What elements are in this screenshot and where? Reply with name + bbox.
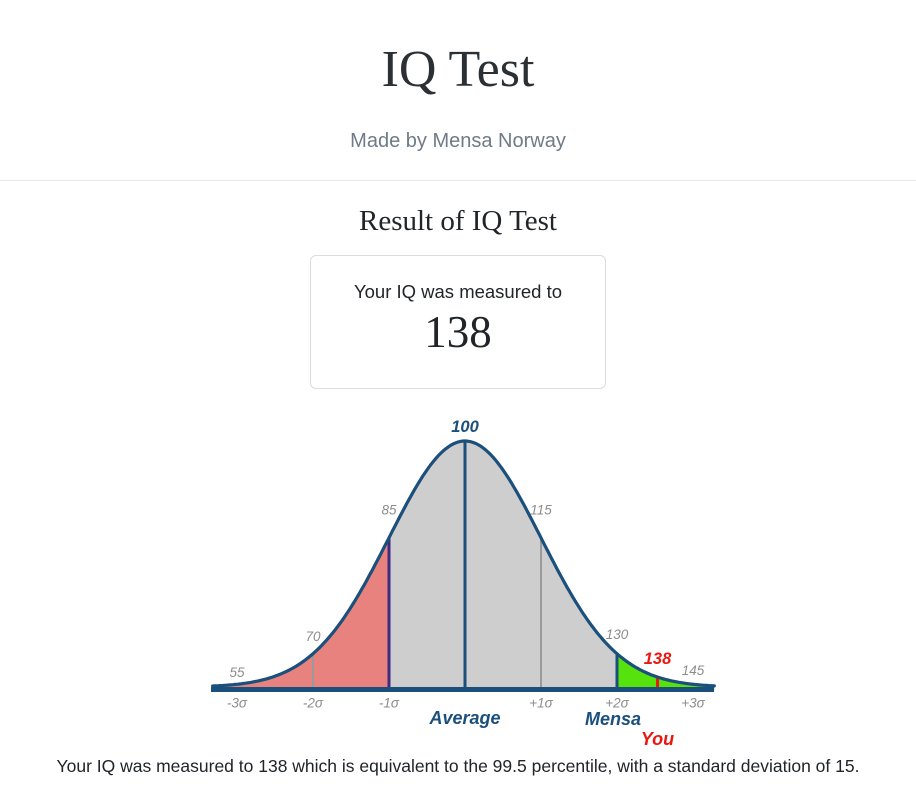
curve-label-115: 115 — [530, 502, 552, 517]
curve-label-145: 145 — [682, 663, 705, 678]
axis-tick-+1σ: +1σ — [529, 695, 553, 710]
curve-label-85: 85 — [381, 502, 397, 517]
bell-curve-line — [211, 439, 716, 688]
result-heading: Result of IQ Test — [358, 204, 557, 237]
page-header: IQ Test Made by Mensa Norway — [0, 0, 916, 181]
region-below-average — [212, 537, 389, 690]
axis-tick--3σ: -3σ — [227, 695, 248, 710]
annotation-mensa: Mensa — [585, 709, 641, 729]
axis-tick-+3σ: +3σ — [681, 695, 705, 710]
annotation-average: Average — [428, 708, 500, 728]
curve-label-100: 100 — [451, 418, 479, 436]
annotation-you: You — [641, 729, 674, 749]
curve-label-70: 70 — [305, 629, 321, 644]
result-card: Your IQ was measured to 138 — [310, 254, 606, 389]
result-section: Result of IQ Test Your IQ was measured t… — [0, 205, 916, 777]
curve-label-55: 55 — [229, 665, 245, 680]
page-subtitle: Made by Mensa Norway — [350, 129, 566, 152]
region-average — [389, 440, 617, 690]
bell-curve-chart: 55 70 85 100 115 130 138 145 -3σ -2σ -1σ +1σ +2σ +3σ A… — [211, 418, 716, 749]
page-title: IQ Test — [381, 41, 535, 98]
axis-tick--2σ: -2σ — [303, 695, 324, 710]
result-summary: Your IQ was measured to 138 which is equ… — [56, 755, 860, 776]
curve-label-138: 138 — [644, 650, 672, 668]
axis-tick--1σ: -1σ — [379, 695, 400, 710]
region-mensa — [617, 653, 715, 690]
curve-label-130: 130 — [606, 627, 629, 642]
axis-tick-+2σ: +2σ — [605, 695, 629, 710]
result-card-value: 138 — [424, 306, 492, 357]
result-card-label: Your IQ was measured to — [353, 280, 563, 302]
